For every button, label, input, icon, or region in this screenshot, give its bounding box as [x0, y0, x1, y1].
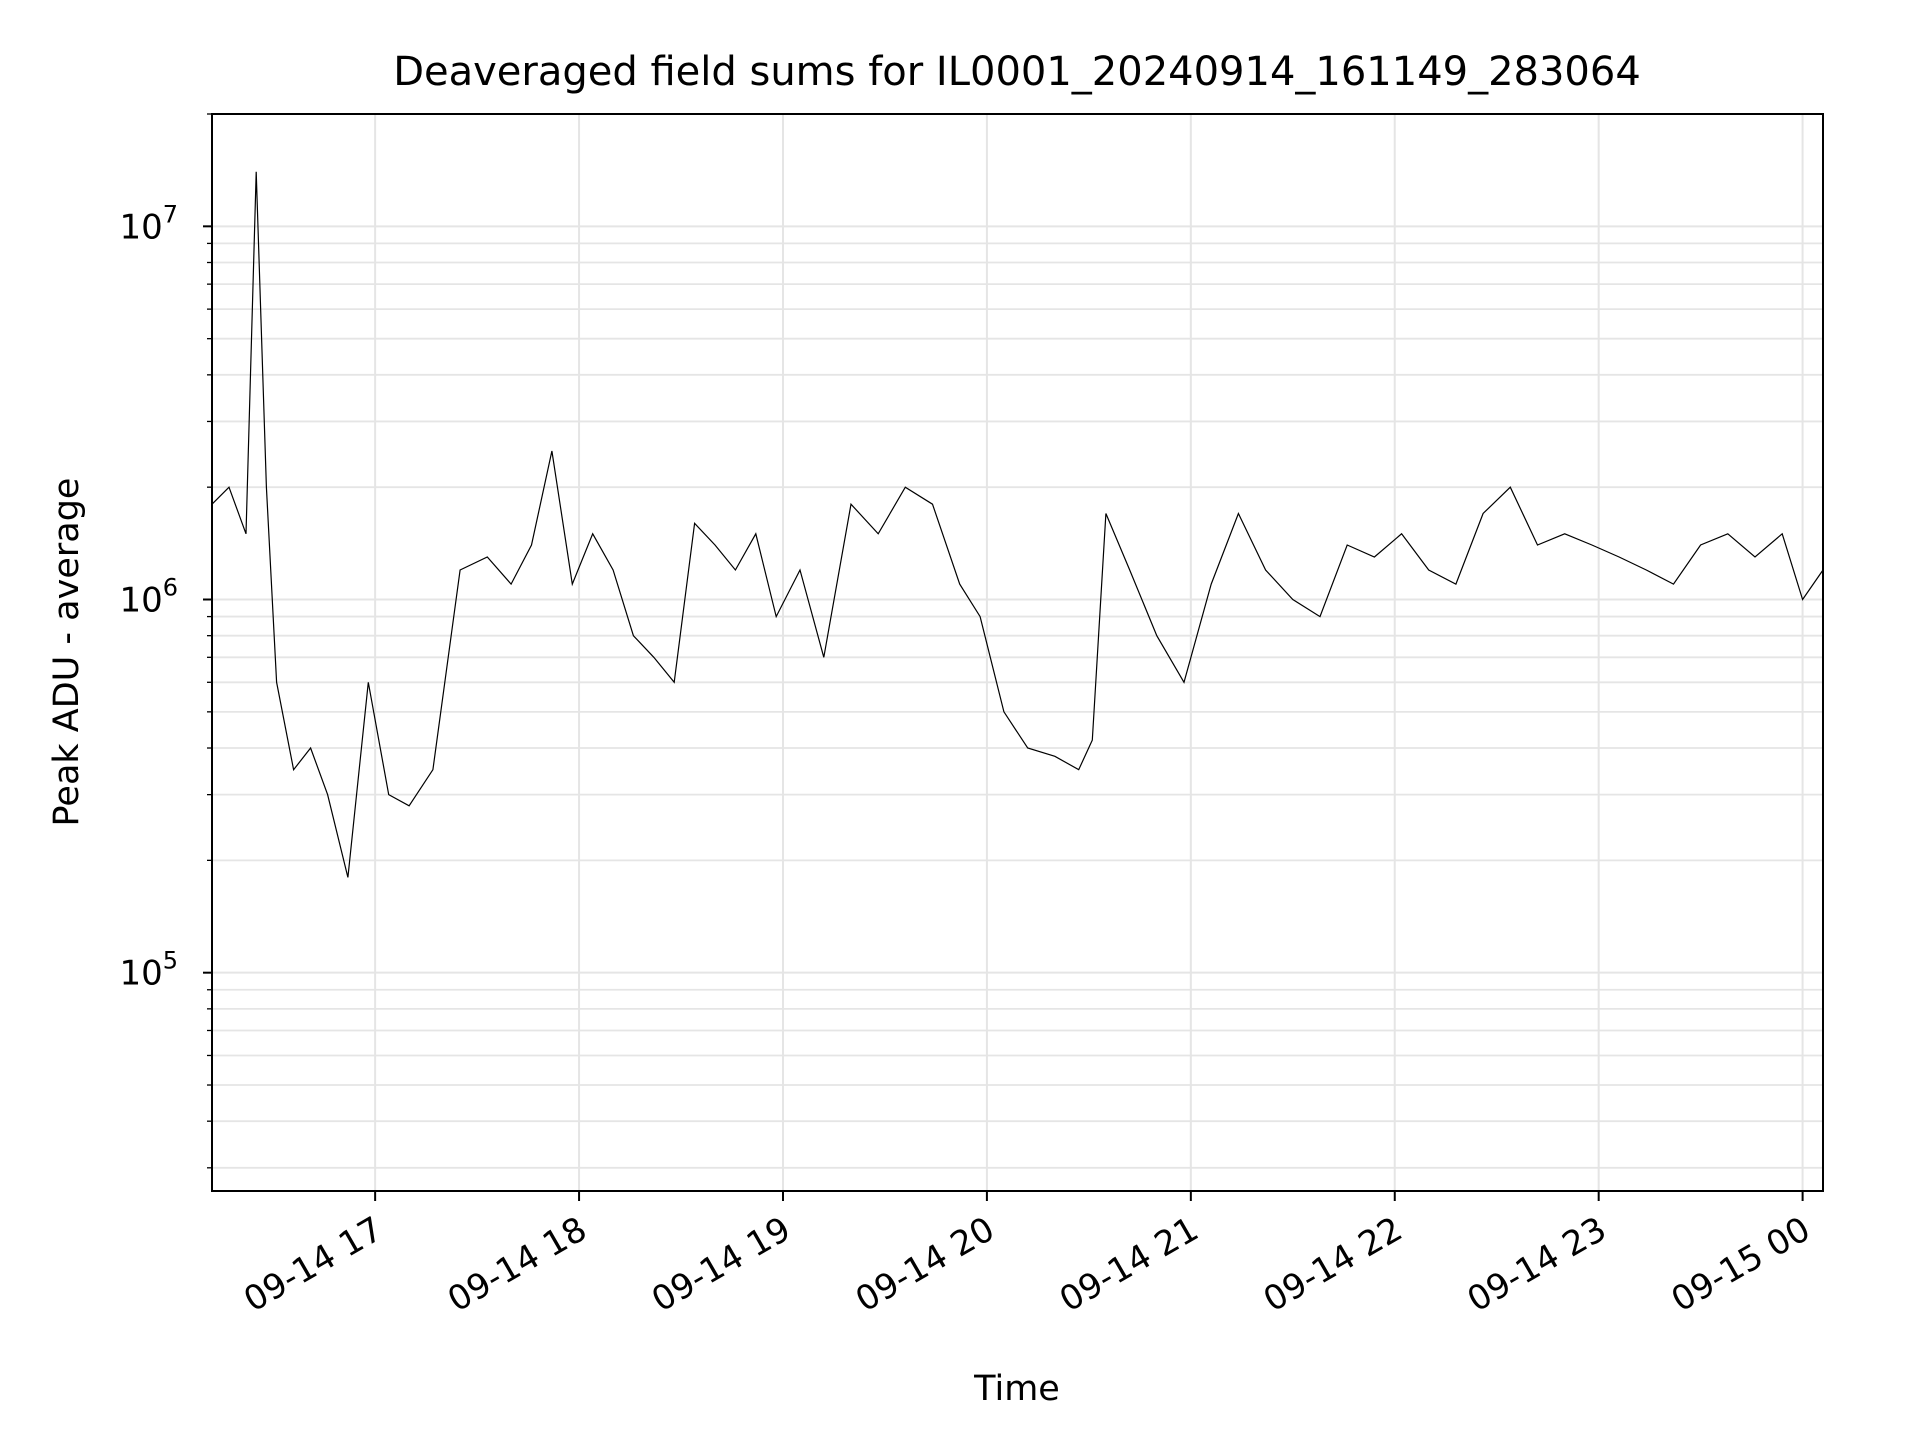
- plot-frame: [211, 113, 1824, 1192]
- grid-lines: [212, 113, 1823, 1191]
- series-layer: [211, 171, 1824, 878]
- y-tick-label: 107: [119, 200, 178, 247]
- series-line: [211, 171, 1824, 878]
- chart-title: Deaveraged field sums for IL0001_2024091…: [393, 49, 1641, 95]
- y-tick-label: 105: [119, 947, 178, 994]
- y-axis-ticks: 105 106 107: [119, 113, 212, 1169]
- y-tick-label: 106: [119, 574, 178, 621]
- y-axis-label: Peak ADU - average: [47, 478, 87, 827]
- x-axis-label: Time: [973, 1369, 1060, 1409]
